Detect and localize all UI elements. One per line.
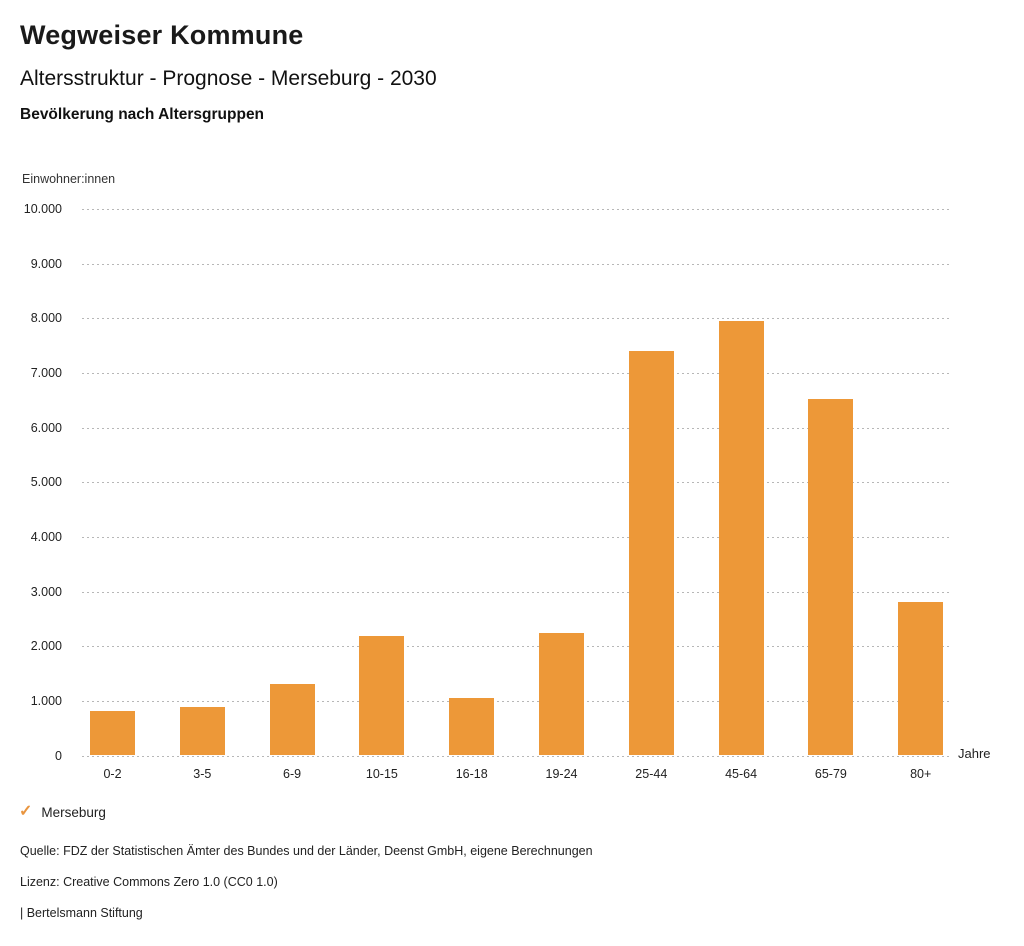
y-tick-label-4.000: 4.000 [30,529,62,544]
bar-80+[interactable] [898,601,944,756]
y-tick-label-6.000: 6.000 [30,420,62,435]
chart-subtitle: Bevölkerung nach Altersgruppen [20,106,265,123]
gridline-5.000 [82,482,950,484]
x-tick-label-10-15: 10-15 [365,767,398,781]
gridline-9.000 [82,263,950,265]
legend-item-merseburg[interactable]: ✓ Merseburg [19,803,106,821]
license-note: Lizenz: Creative Commons Zero 1.0 (CC0 1… [20,875,278,889]
bar-10-15[interactable] [359,635,405,756]
x-tick-label-25-44: 25-44 [635,767,668,781]
gridline-7.000 [82,372,950,374]
y-tick-label-0: 0 [55,748,62,763]
y-tick-label-2.000: 2.000 [30,639,62,654]
x-tick-label-45-64: 45-64 [725,767,758,781]
gridline-6.000 [82,427,950,429]
bar-16-18[interactable] [449,697,495,756]
y-tick-label-9.000: 9.000 [30,256,62,271]
bar-3-5[interactable] [179,706,225,756]
x-axis-title: Jahre [958,746,991,761]
y-tick-label-7.000: 7.000 [30,365,62,380]
y-tick-label-5.000: 5.000 [30,475,62,490]
source-note: Quelle: FDZ der Statistischen Ämter des … [20,844,593,858]
attribution-note: | Bertelsmann Stiftung [20,906,143,920]
bar-25-44[interactable] [628,351,674,756]
check-icon: ✓ [19,803,33,820]
x-tick-label-16-18: 16-18 [455,767,488,781]
gridline-8.000 [82,318,950,320]
gridline-4.000 [82,536,950,538]
bar-0-2[interactable] [90,710,135,756]
page-title: Wegweiser Kommune [20,20,304,50]
y-tick-label-1.000: 1.000 [30,693,62,708]
gridline-10.000 [82,209,950,210]
legend-label: Merseburg [41,804,106,820]
chart-title: Altersstruktur - Prognose - Merseburg - … [20,67,437,90]
y-tick-label-3.000: 3.000 [30,584,62,599]
bar-6-9[interactable] [269,684,315,756]
y-tick-label-8.000: 8.000 [30,311,62,326]
x-tick-label-0-2: 0-2 [103,767,122,781]
bar-65-79[interactable] [808,398,854,756]
x-tick-label-3-5: 3-5 [193,767,212,781]
y-tick-label-10.000: 10.000 [23,202,62,216]
gridline-2.000 [82,646,950,648]
gridline-1.000 [82,700,950,702]
bar-45-64[interactable] [718,321,764,756]
gridline-3.000 [82,591,950,593]
gridline-0 [82,755,950,757]
x-tick-label-80+: 80+ [910,767,932,781]
x-tick-label-65-79: 65-79 [814,767,847,781]
bar-19-24[interactable] [539,633,584,756]
x-tick-label-6-9: 6-9 [283,767,302,781]
y-axis-title: Einwohner:innen [22,172,116,186]
x-tick-label-19-24: 19-24 [545,767,578,781]
